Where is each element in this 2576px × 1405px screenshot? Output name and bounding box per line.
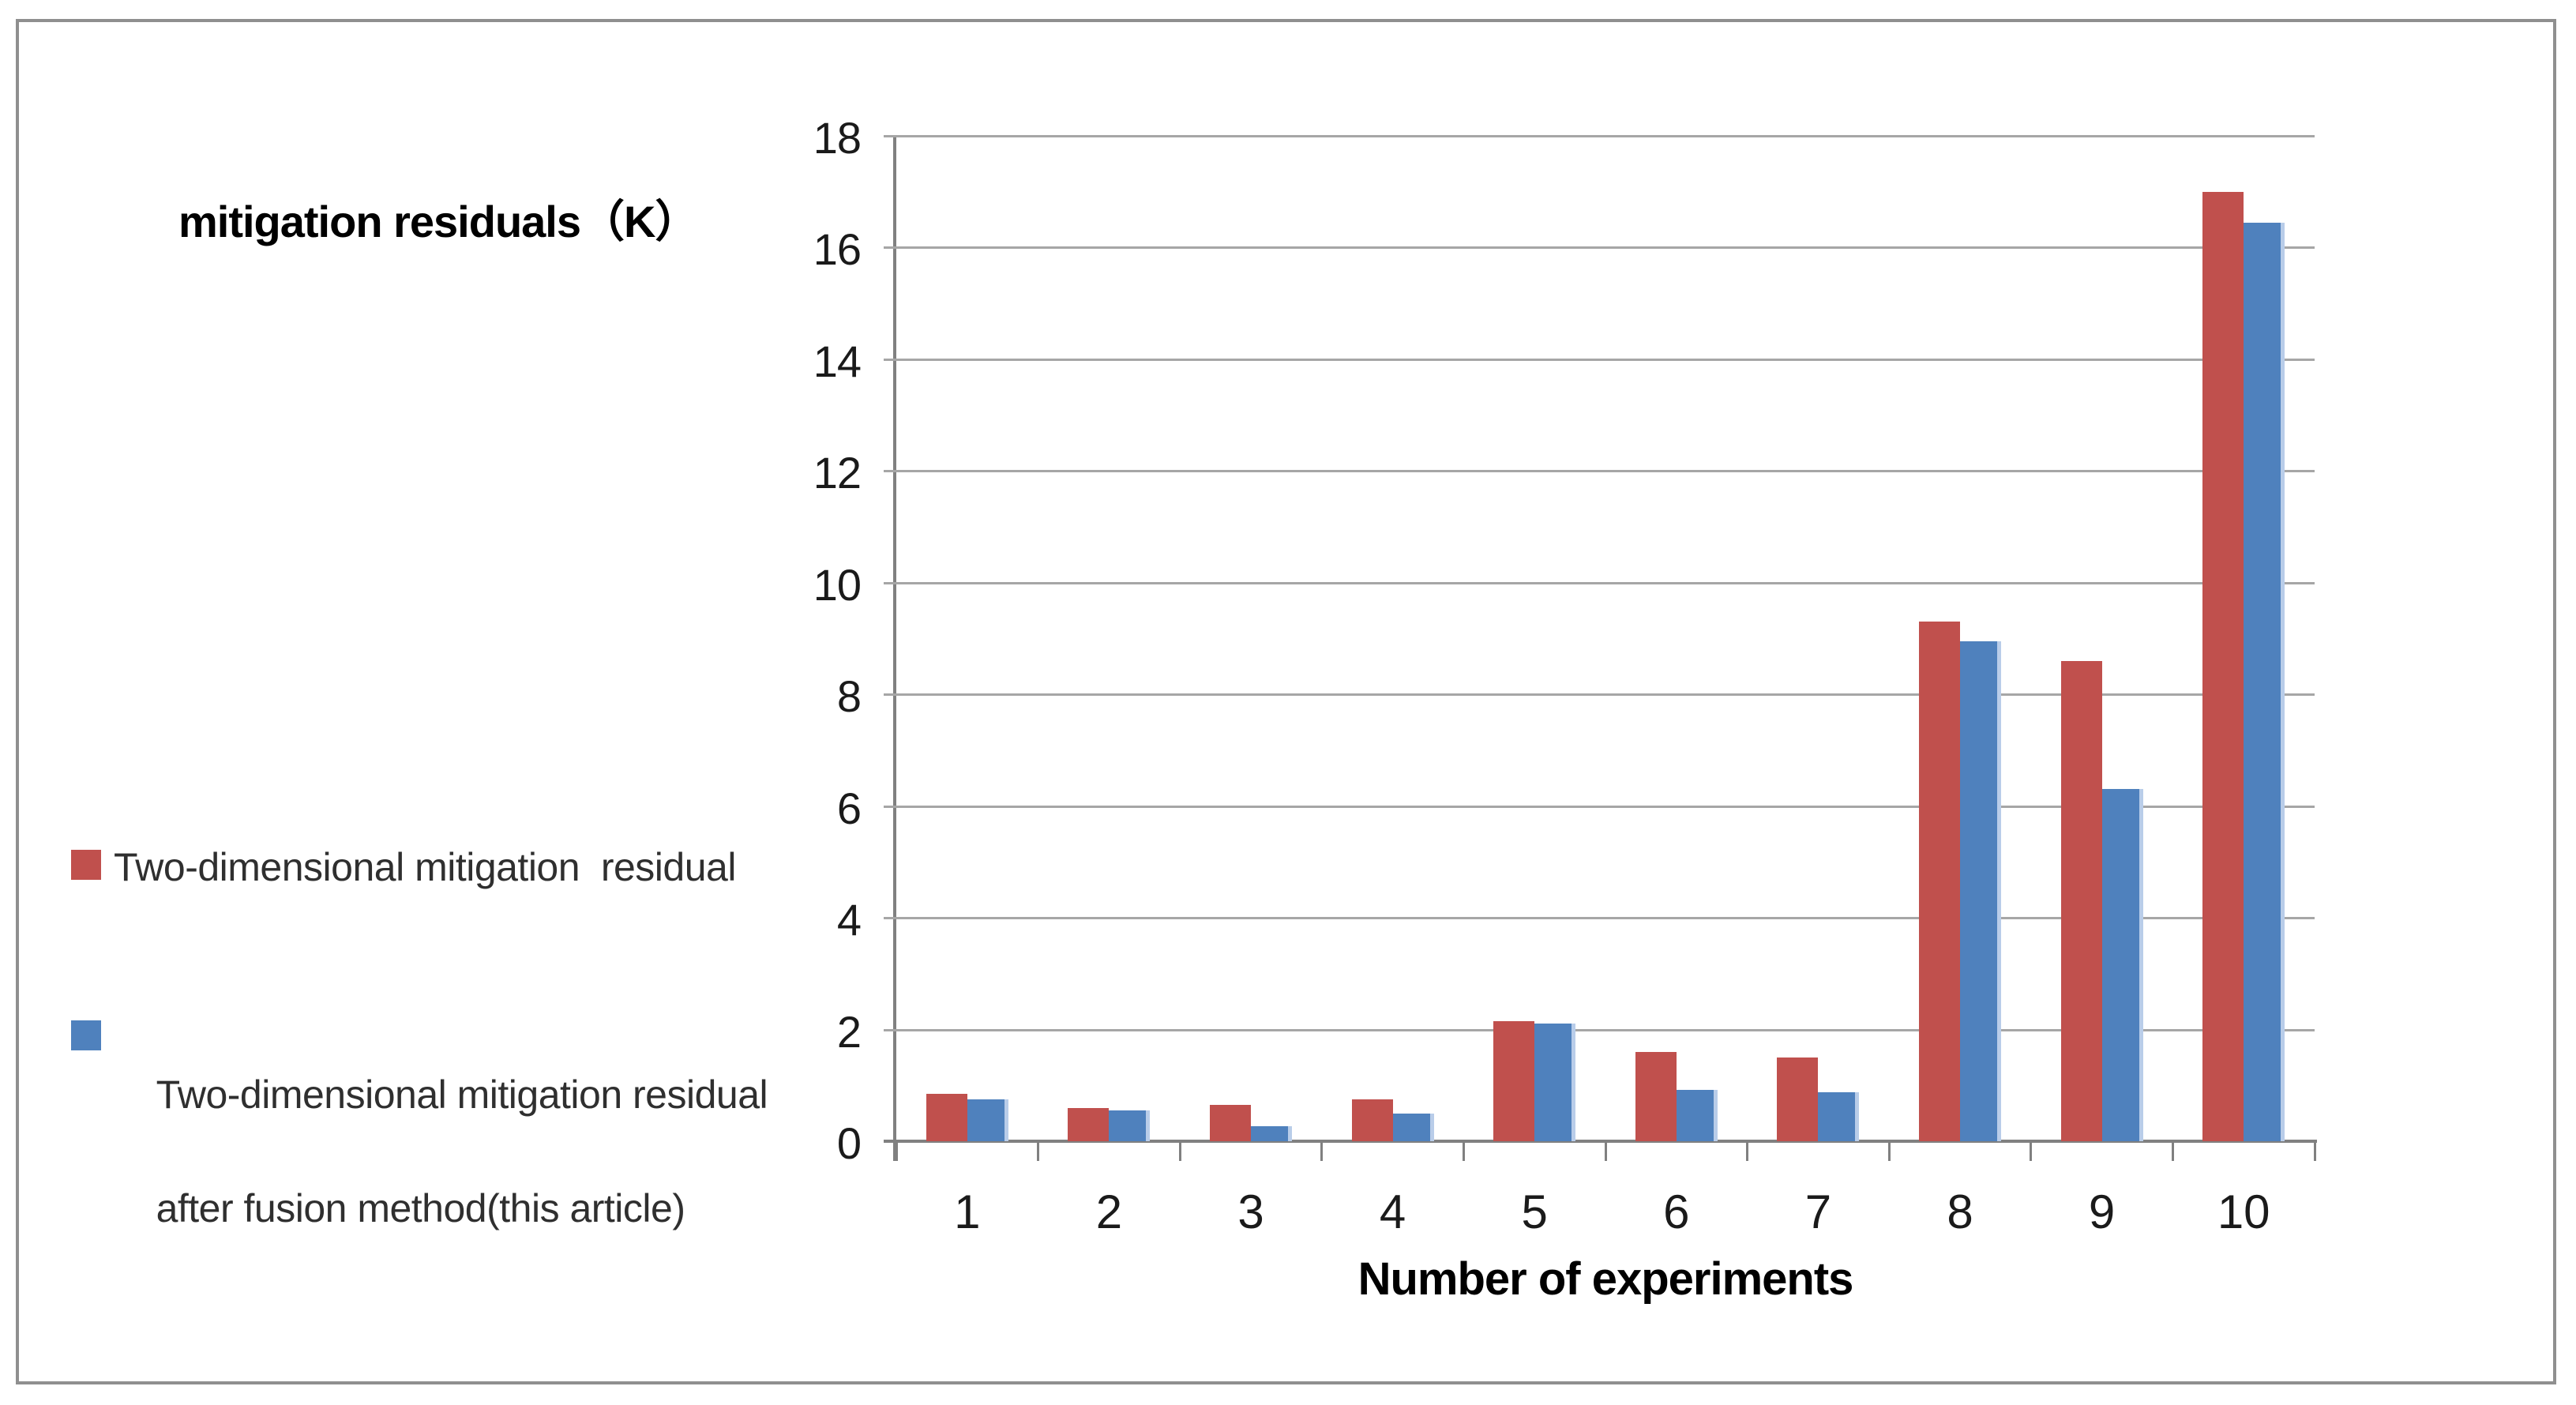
gridline-y-14 (884, 358, 2315, 361)
y-axis-label-8: 8 (836, 671, 862, 722)
x-axis-tick (2313, 1143, 2316, 1161)
x-axis-tick (1037, 1143, 1040, 1161)
legend-item-blue-series: Two-dimensional mitigation residual afte… (71, 1009, 768, 1294)
gridline-y-18 (884, 135, 2315, 137)
gridline-y-4 (884, 917, 2315, 920)
legend-item-red-series: Two-dimensional mitigation residual (71, 839, 736, 896)
y-axis-label-14: 14 (813, 336, 862, 386)
gridline-y-6 (884, 805, 2315, 808)
x-axis-title: Number of experiments (1357, 1253, 1854, 1305)
bar-blue-cat-6 (1676, 1089, 1718, 1141)
x-axis-label-1: 1 (954, 1185, 981, 1238)
bar-blue-cat-1 (967, 1099, 1008, 1141)
x-axis-tick (1462, 1143, 1465, 1161)
bar-blue-cat-4 (1392, 1113, 1434, 1141)
gridline-y-8 (884, 693, 2315, 697)
gridline-y-12 (884, 470, 2315, 473)
x-axis-tick (2030, 1143, 2033, 1161)
bar-red-cat-6 (1635, 1051, 1677, 1141)
bar-blue-cat-9 (2101, 789, 2143, 1141)
y-axis-label-0: 0 (836, 1118, 862, 1168)
gridline-y-16 (884, 246, 2315, 250)
legend-label-blue-series: Two-dimensional mitigation residual afte… (114, 1009, 768, 1294)
gridline-y-10 (884, 581, 2315, 584)
bar-red-cat-5 (1493, 1020, 1535, 1141)
x-axis-label-2: 2 (1095, 1185, 1123, 1238)
bar-blue-cat-5 (1534, 1024, 1576, 1141)
x-axis-label-5: 5 (1521, 1185, 1548, 1238)
gridline-y-2 (884, 1028, 2315, 1031)
x-axis-label-6: 6 (1663, 1185, 1690, 1238)
bar-blue-cat-8 (1960, 641, 2001, 1141)
bar-red-cat-8 (1919, 622, 1960, 1141)
x-axis-tick (1604, 1143, 1607, 1161)
y-axis-label-12: 12 (813, 448, 862, 498)
x-axis-tick (1746, 1143, 1749, 1161)
y-axis-label-18: 18 (813, 113, 862, 163)
bar-red-cat-3 (1210, 1105, 1251, 1141)
y-axis-line (893, 136, 896, 1161)
bar-red-cat-9 (2060, 660, 2102, 1141)
x-axis-label-8: 8 (1947, 1185, 1973, 1238)
legend-label-red-series: Two-dimensional mitigation residual (114, 845, 736, 889)
x-axis-label-3: 3 (1237, 1185, 1264, 1238)
bar-red-cat-4 (1351, 1099, 1393, 1141)
plot-area: 0 2 4 6 8 10 12 14 16 18 1 2 3 4 5 6 7 8 9 10 (813, 113, 2317, 1238)
bar-blue-cat-3 (1251, 1125, 1292, 1141)
x-axis-tick (1887, 1143, 1891, 1161)
bar-red-cat-10 (2202, 191, 2244, 1141)
bar-red-cat-2 (1068, 1107, 1110, 1141)
y-axis-label-16: 16 (813, 224, 862, 275)
chart-outer-border (16, 19, 2556, 1384)
x-axis-label-9: 9 (2088, 1185, 2116, 1238)
y-axis-label-4: 4 (836, 895, 862, 945)
bar-blue-cat-10 (2244, 222, 2285, 1141)
y-axis-label-6: 6 (836, 783, 862, 833)
y-axis-label-10: 10 (813, 559, 862, 610)
legend-swatch-red-icon (71, 850, 101, 880)
legend-swatch-blue-icon (71, 1020, 101, 1050)
bar-red-cat-7 (1777, 1057, 1819, 1141)
x-axis-tick (1320, 1143, 1324, 1161)
x-axis-label-4: 4 (1379, 1185, 1406, 1238)
bar-red-cat-1 (926, 1093, 967, 1141)
legend-label-blue-line1: Two-dimensional mitigation residual (156, 1073, 768, 1117)
x-axis-line (884, 1140, 2317, 1143)
x-axis-label-10: 10 (2217, 1185, 2270, 1238)
legend-label-blue-line2: after fusion method(this article) (156, 1186, 685, 1230)
x-axis-label-7: 7 (1804, 1185, 1832, 1238)
bar-blue-cat-2 (1109, 1110, 1151, 1141)
x-axis-tick (895, 1143, 898, 1161)
x-axis-tick (2171, 1143, 2174, 1161)
x-axis-tick (1178, 1143, 1181, 1161)
bar-blue-cat-7 (1818, 1091, 1860, 1141)
y-axis-label-2: 2 (836, 1006, 862, 1057)
chart-title: mitigation residuals（K） (178, 197, 699, 246)
